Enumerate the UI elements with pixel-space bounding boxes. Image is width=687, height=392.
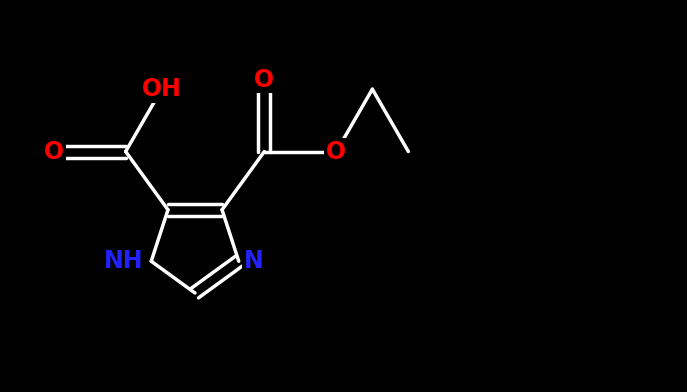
Text: NH: NH xyxy=(104,249,144,273)
Text: O: O xyxy=(326,140,346,163)
Text: OH: OH xyxy=(142,77,181,101)
Text: O: O xyxy=(254,67,274,92)
Text: O: O xyxy=(43,140,64,163)
Text: N: N xyxy=(244,249,264,273)
